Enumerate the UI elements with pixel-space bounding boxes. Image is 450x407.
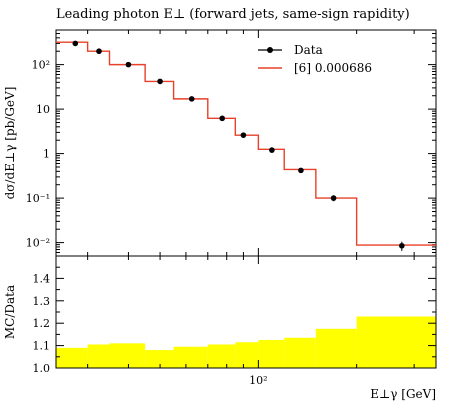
data-point (399, 242, 405, 249)
ratio-ticks (56, 255, 436, 369)
ratio-bar (235, 342, 259, 368)
main-plot-frame (55, 29, 437, 257)
ratio-y-tick-labels: 1.0 1.1 1.2 1.3 1.4 (33, 272, 51, 375)
ratio-bar (258, 340, 285, 368)
ratio-bar (356, 316, 436, 368)
ratio-plot: 1.0 1.1 1.2 1.3 1.4 10² (33, 255, 437, 387)
ratio-bar (284, 337, 316, 368)
main-y-tick-label: 10² (32, 59, 50, 72)
data-point (188, 96, 195, 102)
ratio-band (56, 316, 436, 368)
legend-mc-label: [6] 0.000686 (294, 61, 372, 75)
main-y-tick-label: 1 (43, 148, 50, 161)
ratio-bar (145, 350, 174, 368)
mc-step-line (56, 41, 436, 246)
data-point (298, 167, 304, 174)
ratio-y-tick-label: 1.2 (33, 317, 51, 330)
data-point (219, 115, 226, 122)
x-axis-label: E⊥γ [GeV] (370, 387, 436, 401)
data-point (157, 78, 163, 85)
chart-title: Leading photon E⊥ (forward jets, same-si… (56, 7, 410, 22)
ratio-bar (87, 344, 110, 368)
ratio-bar (207, 344, 236, 368)
main-y-tick-label: 10⁻¹ (26, 192, 50, 205)
data-point (96, 48, 102, 55)
main-ticks (56, 29, 436, 257)
legend-entry-data: Data (258, 43, 323, 57)
x-tick-label: 10² (249, 374, 267, 387)
mc-step-path (56, 41, 436, 246)
main-y-tick-label: 10⁻² (26, 237, 50, 250)
ratio-bar (109, 343, 146, 368)
main-y-tick-label: 10 (36, 103, 50, 116)
data-point (72, 40, 79, 47)
data-point (330, 195, 337, 201)
ratio-y-tick-label: 1.4 (33, 272, 51, 285)
data-point (269, 147, 275, 153)
data-point (125, 61, 132, 68)
main-plot: 10⁻² 10⁻¹ 1 10 10² (26, 29, 437, 257)
ratio-y-axis-label: MC/Data (3, 285, 17, 339)
data-points (72, 40, 405, 251)
ratio-y-tick-label: 1.3 (33, 295, 51, 308)
ratio-bar (173, 346, 208, 368)
ratio-bar (56, 347, 88, 368)
legend-data-label: Data (294, 43, 323, 57)
main-y-tick-labels: 10⁻² 10⁻¹ 1 10 10² (26, 59, 50, 250)
legend-data-marker (267, 47, 273, 53)
legend: Data [6] 0.000686 (258, 43, 372, 75)
x-tick-labels: 10² (249, 374, 267, 387)
ratio-y-tick-label: 1.1 (33, 340, 51, 353)
ratio-y-tick-label: 1.0 (33, 362, 51, 375)
data-point (240, 132, 247, 138)
main-y-axis-label: dσ/dE⊥γ [pb/GeV] (3, 87, 17, 200)
legend-entry-mc: [6] 0.000686 (258, 61, 372, 75)
ratio-bar (315, 328, 357, 368)
